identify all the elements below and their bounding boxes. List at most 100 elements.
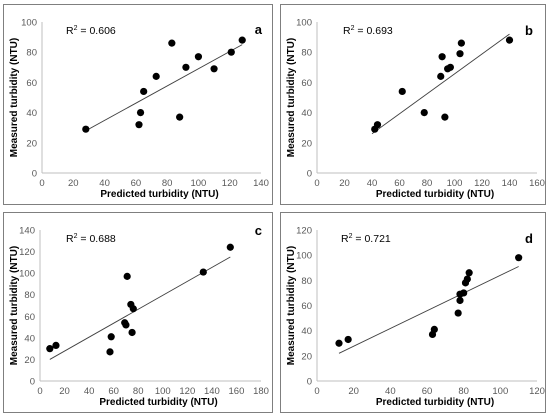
data-point bbox=[238, 36, 246, 44]
data-point bbox=[441, 113, 449, 121]
data-point bbox=[106, 348, 114, 356]
y-tick-label: 80 bbox=[26, 48, 37, 59]
x-tick-label: 60 bbox=[422, 386, 433, 397]
y-tick-label: 140 bbox=[19, 226, 35, 237]
y-axis-title: Measured turbidity (NTU) bbox=[286, 38, 297, 157]
y-tick-label: 0 bbox=[307, 169, 312, 180]
data-point bbox=[199, 268, 207, 276]
y-tick-label: 20 bbox=[26, 138, 37, 149]
data-point bbox=[457, 39, 465, 47]
y-axis-title: Measured turbidity (NTU) bbox=[9, 246, 20, 365]
r-squared-annotation: R2 = 0.693 bbox=[343, 25, 393, 37]
x-tick-label: 0 bbox=[37, 386, 42, 397]
y-tick-label: 0 bbox=[32, 169, 37, 180]
data-point bbox=[136, 109, 145, 117]
x-tick-label: 100 bbox=[155, 386, 171, 397]
x-tick-label: 60 bbox=[394, 178, 405, 189]
x-tick-label: 100 bbox=[447, 178, 463, 189]
data-point bbox=[82, 125, 90, 133]
linear-trendline bbox=[85, 44, 243, 132]
x-tick-label: 40 bbox=[84, 386, 95, 397]
data-point bbox=[454, 309, 462, 317]
y-tick-label: 100 bbox=[19, 269, 35, 280]
x-tick-label: 20 bbox=[348, 386, 359, 397]
data-point bbox=[123, 272, 131, 280]
x-tick-label: 100 bbox=[492, 386, 508, 397]
data-point bbox=[168, 39, 176, 47]
linear-trendline bbox=[371, 33, 510, 135]
r2-symbol: R bbox=[66, 25, 74, 37]
data-point bbox=[335, 339, 343, 347]
x-tick-label: 80 bbox=[422, 178, 433, 189]
panel-label: c bbox=[255, 223, 262, 238]
r2-superscript: 2 bbox=[74, 233, 78, 240]
y-axis-title: Measured turbidity (NTU) bbox=[286, 246, 297, 365]
r-squared-annotation: R2 = 0.721 bbox=[341, 233, 391, 245]
y-tick-label: 60 bbox=[301, 301, 312, 312]
panel-label: a bbox=[255, 22, 263, 37]
data-point bbox=[194, 53, 203, 61]
data-point bbox=[52, 341, 60, 350]
data-point bbox=[46, 345, 54, 353]
data-point bbox=[420, 109, 428, 117]
data-point bbox=[515, 254, 523, 262]
y-tick-label: 100 bbox=[296, 251, 312, 262]
y-tick-label: 60 bbox=[24, 312, 35, 323]
y-tick-label: 40 bbox=[301, 326, 312, 337]
data-point bbox=[344, 335, 352, 344]
x-tick-label: 100 bbox=[190, 178, 206, 189]
data-point bbox=[140, 87, 148, 96]
y-tick-label: 20 bbox=[24, 355, 35, 366]
y-tick-label: 120 bbox=[19, 247, 35, 258]
scatter-plot-d: 0 20 40 60 80 100 120 0 20 40 60 80 100 120 Predicted … bbox=[286, 226, 545, 409]
x-axis-title: Predicted turbidity (NTU) bbox=[376, 397, 494, 408]
r2-value: = 0.721 bbox=[353, 233, 391, 245]
y-tick-label: 80 bbox=[301, 276, 312, 287]
r2-value: = 0.688 bbox=[78, 233, 116, 245]
scatter-plot-c: 0 20 40 60 80 100 120 140 160 180 0 20 40 60 80 100 120 1… bbox=[9, 223, 269, 408]
x-tick-label: 80 bbox=[133, 386, 144, 397]
r2-symbol: R bbox=[343, 25, 351, 37]
data-point bbox=[226, 243, 234, 251]
y-tick-label: 40 bbox=[26, 108, 37, 119]
y-tick-label: 80 bbox=[301, 48, 312, 59]
data-point bbox=[398, 87, 406, 96]
data-point bbox=[210, 65, 218, 73]
data-point bbox=[128, 328, 136, 337]
y-tick-label: 60 bbox=[301, 78, 312, 89]
r-squared-annotation: R2 = 0.688 bbox=[66, 233, 116, 245]
chart-panel-a: 0 20 40 60 80 100 120 140 0 20 40 60 80 100 Predicted … bbox=[3, 4, 273, 205]
scatter-plot-b: 0 20 40 60 80 100 120 140 160020406080100Predict… bbox=[286, 18, 545, 201]
x-tick-label: 160 bbox=[229, 386, 245, 397]
x-tick-label: 80 bbox=[458, 386, 469, 397]
data-point bbox=[373, 121, 382, 129]
x-tick-label: 140 bbox=[502, 178, 518, 189]
x-tick-label: 20 bbox=[339, 178, 350, 189]
data-point bbox=[107, 333, 115, 341]
x-tick-label: 180 bbox=[253, 386, 269, 397]
scatter-plot-a: 0 20 40 60 80 100 120 140020406080100Predicted … bbox=[9, 18, 269, 201]
r2-superscript: 2 bbox=[351, 25, 355, 32]
data-point bbox=[122, 321, 130, 329]
data-point bbox=[182, 63, 190, 71]
panel-label: b bbox=[525, 23, 533, 38]
r2-superscript: 2 bbox=[349, 233, 353, 240]
x-tick-label: 140 bbox=[253, 178, 269, 189]
data-point bbox=[438, 53, 446, 61]
x-tick-label: 40 bbox=[99, 178, 110, 189]
x-tick-label: 80 bbox=[162, 178, 173, 189]
linear-trendline bbox=[338, 266, 519, 354]
y-tick-label: 0 bbox=[307, 377, 312, 388]
data-point bbox=[430, 325, 438, 334]
y-tick-label: 100 bbox=[21, 18, 37, 29]
chart-panel-b: 0 20 40 60 80 100 120 140 160 0 20 40 60 80 100 Predict… bbox=[280, 4, 546, 205]
data-point bbox=[152, 72, 160, 80]
y-tick-label: 120 bbox=[296, 226, 312, 237]
y-tick-label: 20 bbox=[301, 351, 312, 362]
linear-trendline bbox=[49, 256, 231, 360]
data-point bbox=[135, 121, 143, 129]
x-axis-title: Predicted turbidity (NTU) bbox=[99, 397, 217, 408]
chart-panel-d: 0 20 40 60 80 100 120 0 20 40 60 80 100 120 Predicted … bbox=[280, 212, 546, 413]
x-tick-label: 60 bbox=[131, 178, 142, 189]
x-tick-label: 0 bbox=[39, 178, 44, 189]
